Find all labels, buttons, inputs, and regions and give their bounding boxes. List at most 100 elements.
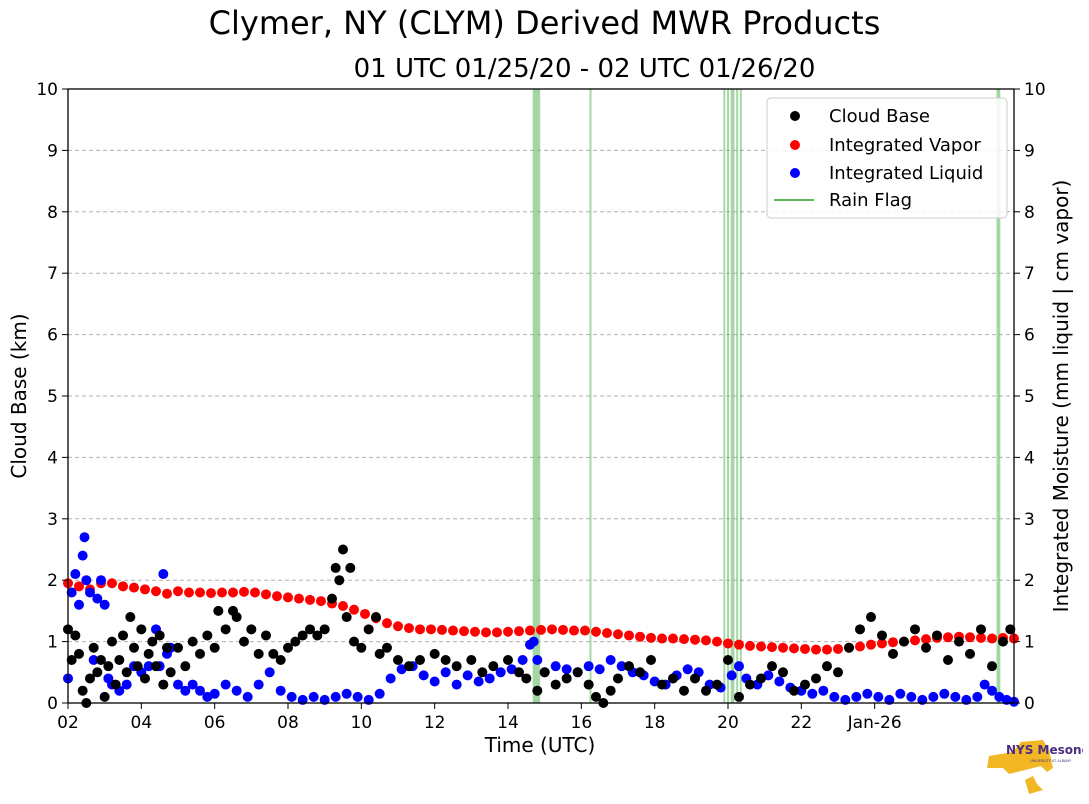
y-tick-label-left: 8 (47, 203, 58, 223)
integrated-vapor-point (701, 635, 711, 646)
integrated-vapor-point (580, 625, 590, 636)
cloud-base-point (440, 655, 451, 666)
integrated-vapor-point (74, 581, 84, 592)
x-axis-label: Time (UTC) (484, 733, 596, 757)
integrated-liquid-point (829, 691, 840, 702)
y-tick-label-right: 0 (1024, 694, 1035, 714)
x-tick-label: 10 (351, 713, 373, 733)
y-tick-label-left: 1 (47, 633, 58, 653)
integrated-vapor-point (734, 639, 744, 650)
cloud-base-point (888, 648, 898, 659)
new-york-state-shape-icon (987, 740, 1053, 774)
integrated-vapor-point (217, 587, 227, 598)
cloud-base-point (613, 673, 623, 684)
cloud-base-point (151, 661, 161, 672)
x-tick-label: 22 (791, 713, 813, 733)
cloud-base-point (154, 630, 165, 641)
cloud-base-point (202, 630, 213, 641)
cloud-base-point (297, 630, 308, 641)
cloud-base-point (140, 673, 150, 684)
y-tick-label-left: 6 (47, 326, 58, 346)
chart-subtitle: 01 UTC 01/25/20 - 02 UTC 01/26/20 (353, 54, 816, 84)
cloud-base-point (371, 612, 381, 623)
integrated-vapor-point (459, 626, 469, 637)
integrated-liquid-point (979, 679, 990, 690)
integrated-vapor-point (635, 631, 645, 642)
cloud-base-point (668, 673, 678, 684)
cloud-base-point (965, 648, 975, 659)
cloud-base-point (477, 667, 488, 678)
integrated-liquid-point (85, 587, 95, 598)
x-tick-label: 08 (277, 713, 299, 733)
integrated-liquid-point (873, 691, 884, 702)
cloud-base-point (121, 667, 132, 678)
integrated-vapor-point (316, 596, 326, 607)
integrated-liquid-point (517, 655, 528, 666)
legend-integrated-liquid-label: Integrated Liquid (829, 163, 983, 184)
cloud-base-point (404, 661, 414, 672)
integrated-vapor-point (943, 632, 953, 643)
integrated-liquid-point (286, 691, 297, 702)
integrated-liquid-point (121, 679, 132, 690)
integrated-vapor-point (338, 600, 348, 611)
integrated-liquid-point (374, 688, 385, 699)
y-tick-label-right: 9 (1024, 141, 1035, 161)
cloud-base-point (822, 661, 832, 672)
cloud-base-point (195, 648, 205, 659)
integrated-liquid-point (308, 691, 319, 702)
x-tick-label: 18 (644, 713, 666, 733)
cloud-base-point (374, 648, 385, 659)
cloud-base-point (833, 667, 843, 678)
cloud-base-point (734, 691, 744, 702)
cloud-base-point (253, 648, 264, 659)
y-tick-label-left: 7 (47, 264, 58, 284)
integrated-vapor-point (877, 638, 887, 649)
integrated-liquid-point (818, 685, 829, 696)
cloud-base-point (855, 624, 865, 635)
integrated-vapor-point (481, 627, 491, 638)
integrated-liquid-point (774, 676, 785, 687)
cloud-base-point (539, 667, 550, 678)
integrated-vapor-point (426, 624, 436, 635)
cloud-base-point (165, 667, 176, 678)
integrated-liquid-point (66, 587, 77, 598)
x-axis-ticks: 02 04 06 08 10 12 14 16 18 20 22 Jan-26 (57, 703, 902, 733)
cloud-base-point (550, 679, 561, 690)
cloud-base-point (932, 630, 942, 641)
integrated-liquid-point (605, 655, 616, 666)
cloud-base-point (701, 685, 711, 696)
integrated-vapor-point (921, 634, 931, 645)
x-tick-label: 20 (717, 713, 739, 733)
legend-cloud-base-marker (790, 111, 800, 121)
integrated-liquid-point (987, 685, 997, 696)
cloud-base-point (88, 642, 99, 653)
cloud-base-point (800, 679, 810, 690)
integrated-liquid-point (495, 667, 506, 678)
cloud-base-point (85, 673, 95, 684)
integrated-liquid-point (341, 688, 352, 699)
cloud-base-point (74, 648, 84, 659)
integrated-vapor-point (184, 587, 194, 598)
cloud-base-point (305, 624, 315, 635)
y-tick-label-right: 4 (1024, 448, 1035, 468)
cloud-base-point (657, 679, 667, 690)
cloud-base-point (345, 562, 356, 573)
cloud-base-point (393, 655, 403, 666)
cloud-base-point (1005, 624, 1016, 635)
cloud-base-point (114, 655, 125, 666)
integrated-liquid-point (939, 688, 950, 699)
integrated-vapor-point (745, 640, 755, 651)
x-tick-label: Jan-26 (847, 713, 902, 733)
data-points (63, 532, 1019, 708)
integrated-liquid-point (561, 664, 572, 675)
integrated-vapor-point (800, 643, 810, 654)
cloud-base-point (103, 661, 114, 672)
integrated-vapor-point (558, 624, 568, 635)
y-axis-left-label: Cloud Base (km) (7, 313, 31, 478)
integrated-liquid-point (550, 661, 561, 672)
cloud-base-point (635, 667, 645, 678)
integrated-liquid-point (275, 685, 286, 696)
cloud-base-point (624, 661, 634, 672)
nys-mesonet-logo: NYS Mesonet UNIVERSITY AT ALBANY (987, 740, 1083, 794)
